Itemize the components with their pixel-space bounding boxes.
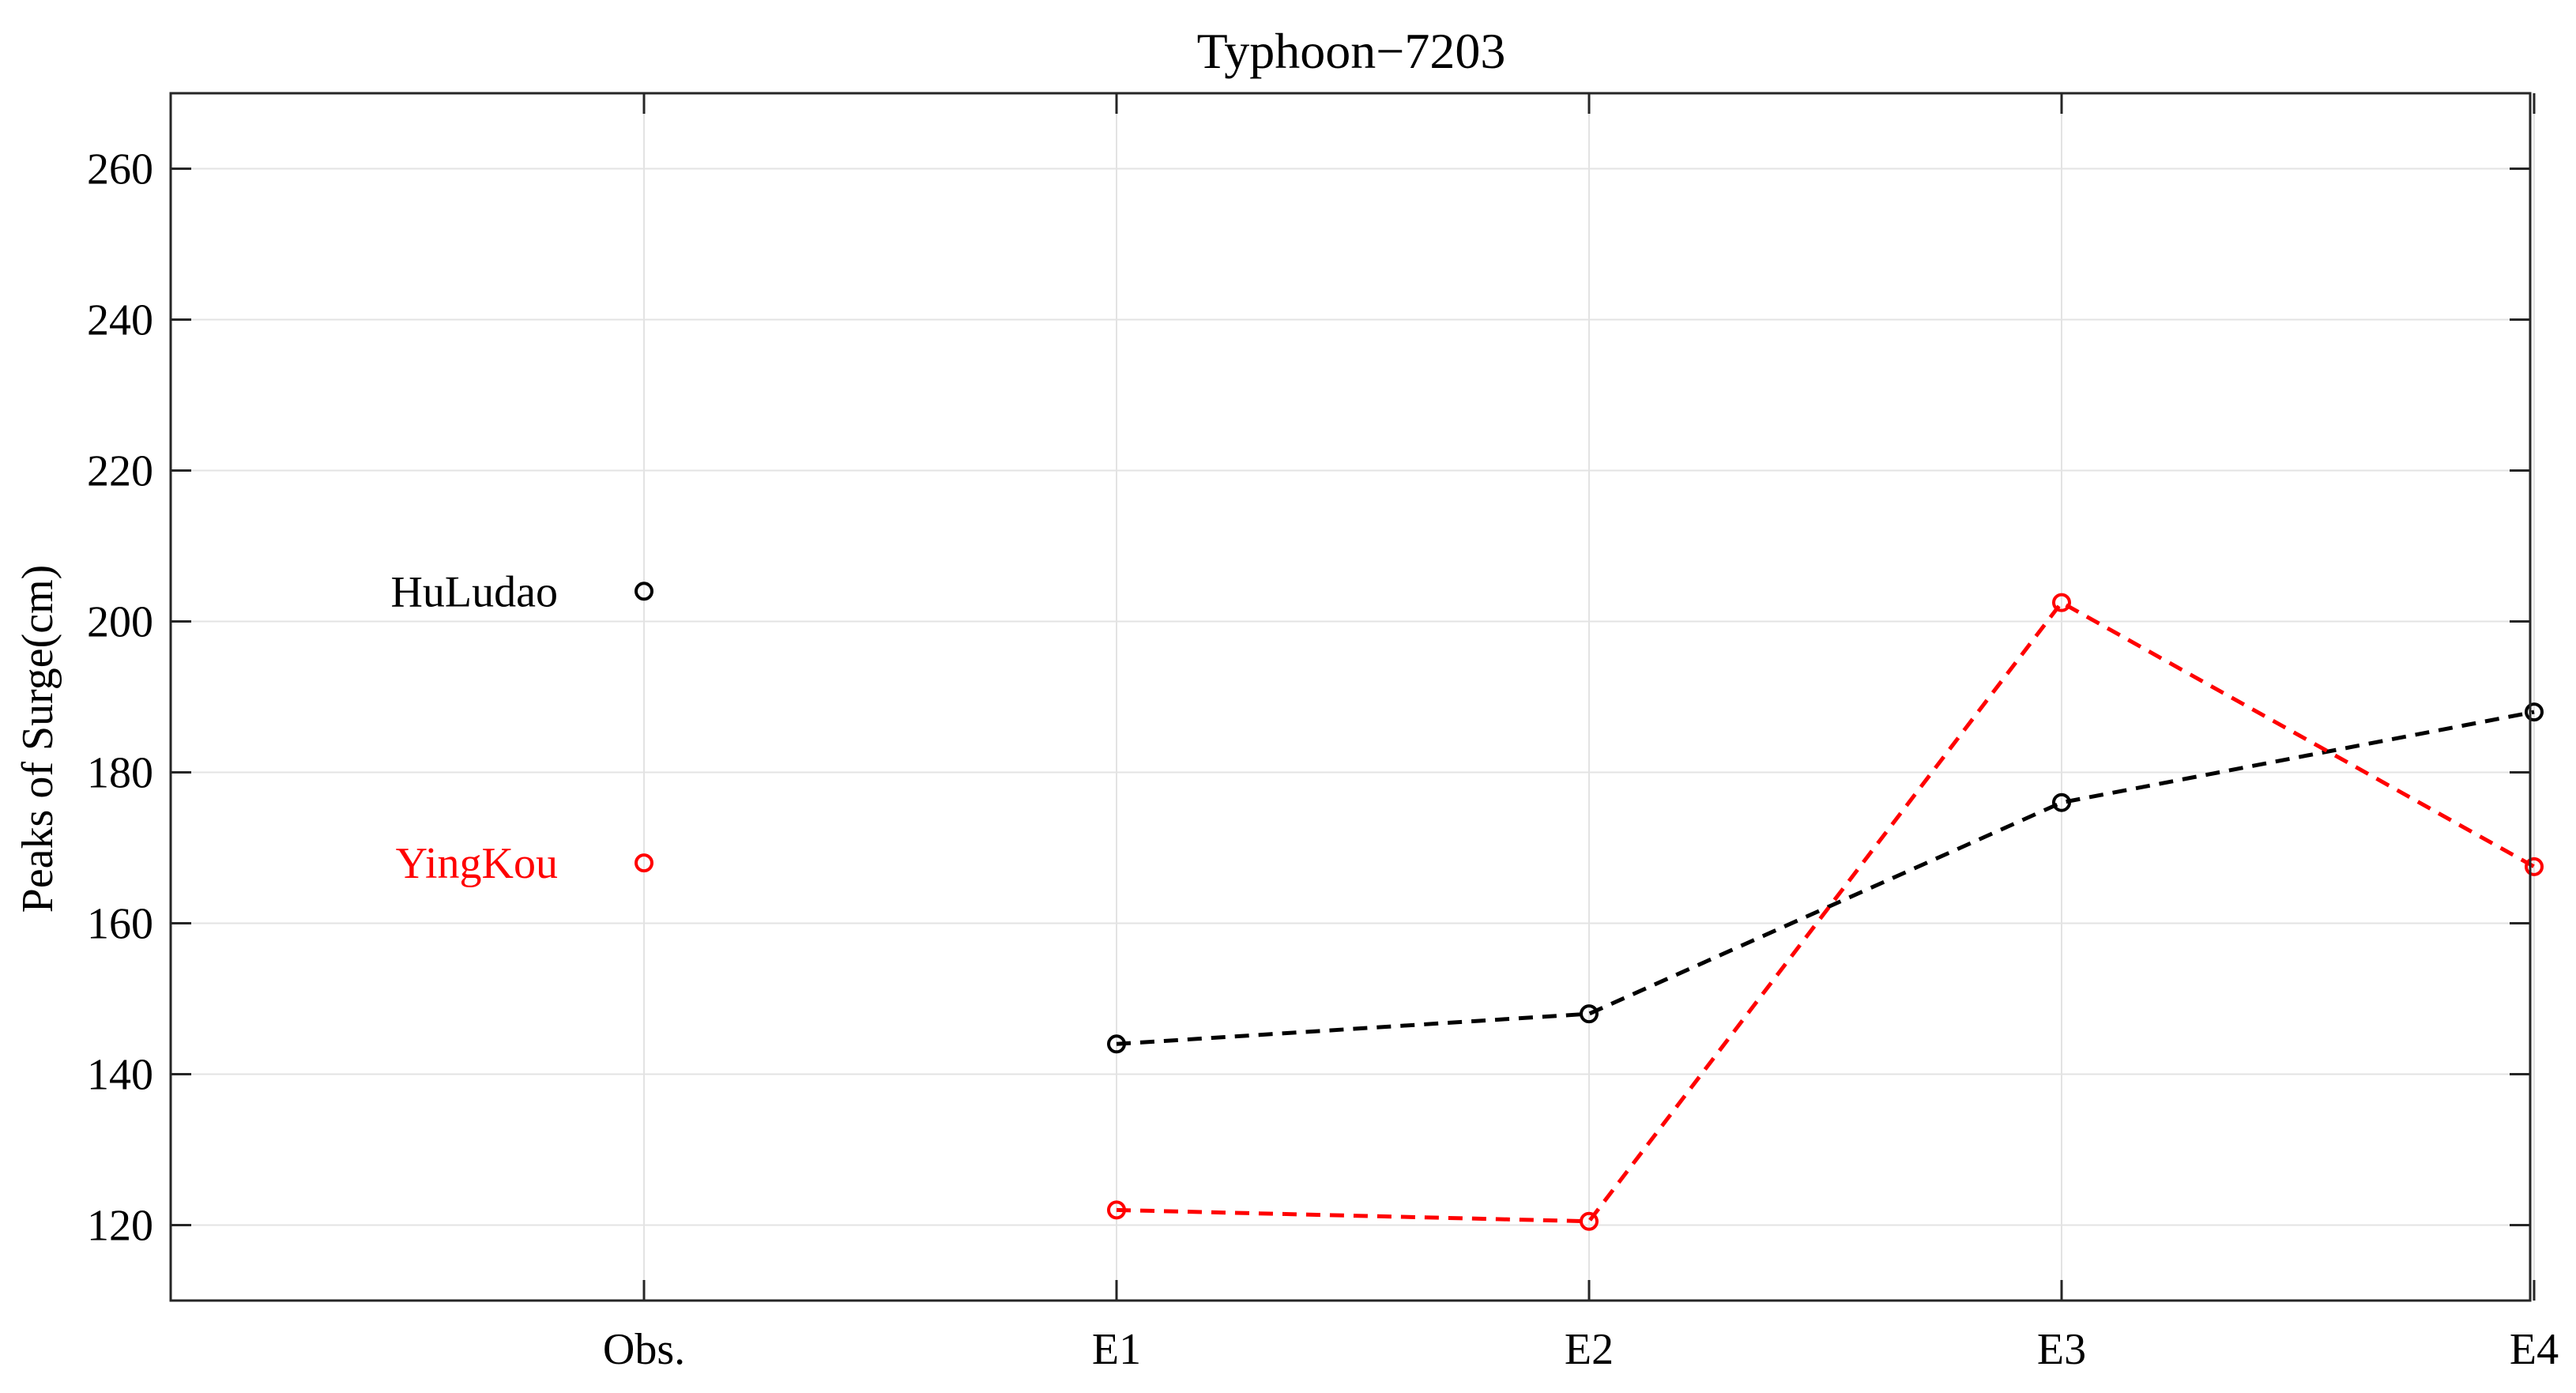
point-yingkou — [1107, 1200, 1126, 1220]
y-tick-label: 120 — [87, 1202, 153, 1251]
series-label-huludao: HuLudao — [390, 567, 558, 616]
x-tick-label: E4 — [2510, 1325, 2559, 1374]
y-tick-label: 260 — [87, 145, 153, 194]
y-tick-label: 200 — [87, 598, 153, 647]
y-axis-label: Peaks of Surge(cm) — [13, 565, 62, 913]
x-tick-label: E2 — [1565, 1325, 1614, 1374]
y-tick-label: 220 — [87, 447, 153, 496]
y-tick-label: 160 — [87, 900, 153, 949]
point-yingkou — [635, 853, 653, 873]
point-yingkou — [2525, 857, 2544, 876]
series-line-yingkou — [1116, 600, 2536, 1224]
grid-layer — [171, 93, 2535, 1301]
plot-frame — [169, 92, 2532, 1302]
x-tick-label: E3 — [2037, 1325, 2086, 1374]
point-huludao — [1107, 1034, 1126, 1054]
point-huludao — [1580, 1004, 1599, 1024]
label-layer: 120 140 160 180 200 220 240 260 Obs. E1 E2 E3 E4 HuLu… — [87, 145, 2559, 1375]
point-yingkou — [1580, 1211, 1599, 1231]
point-huludao — [2525, 702, 2544, 722]
series-layer — [635, 582, 2544, 1231]
series-label-yingkou: YingKou — [396, 839, 558, 888]
x-tick-label: E1 — [1092, 1325, 1141, 1374]
y-tick-label: 140 — [87, 1051, 153, 1100]
y-tick-label: 180 — [87, 749, 153, 798]
tick-layer — [171, 93, 2536, 1301]
point-huludao — [2052, 793, 2071, 812]
y-tick-label: 240 — [87, 296, 153, 345]
chart-title: Typhoon−7203 — [1197, 23, 1506, 79]
point-yingkou — [2052, 593, 2071, 612]
point-huludao — [635, 582, 653, 601]
x-tick-label: Obs. — [603, 1325, 685, 1374]
